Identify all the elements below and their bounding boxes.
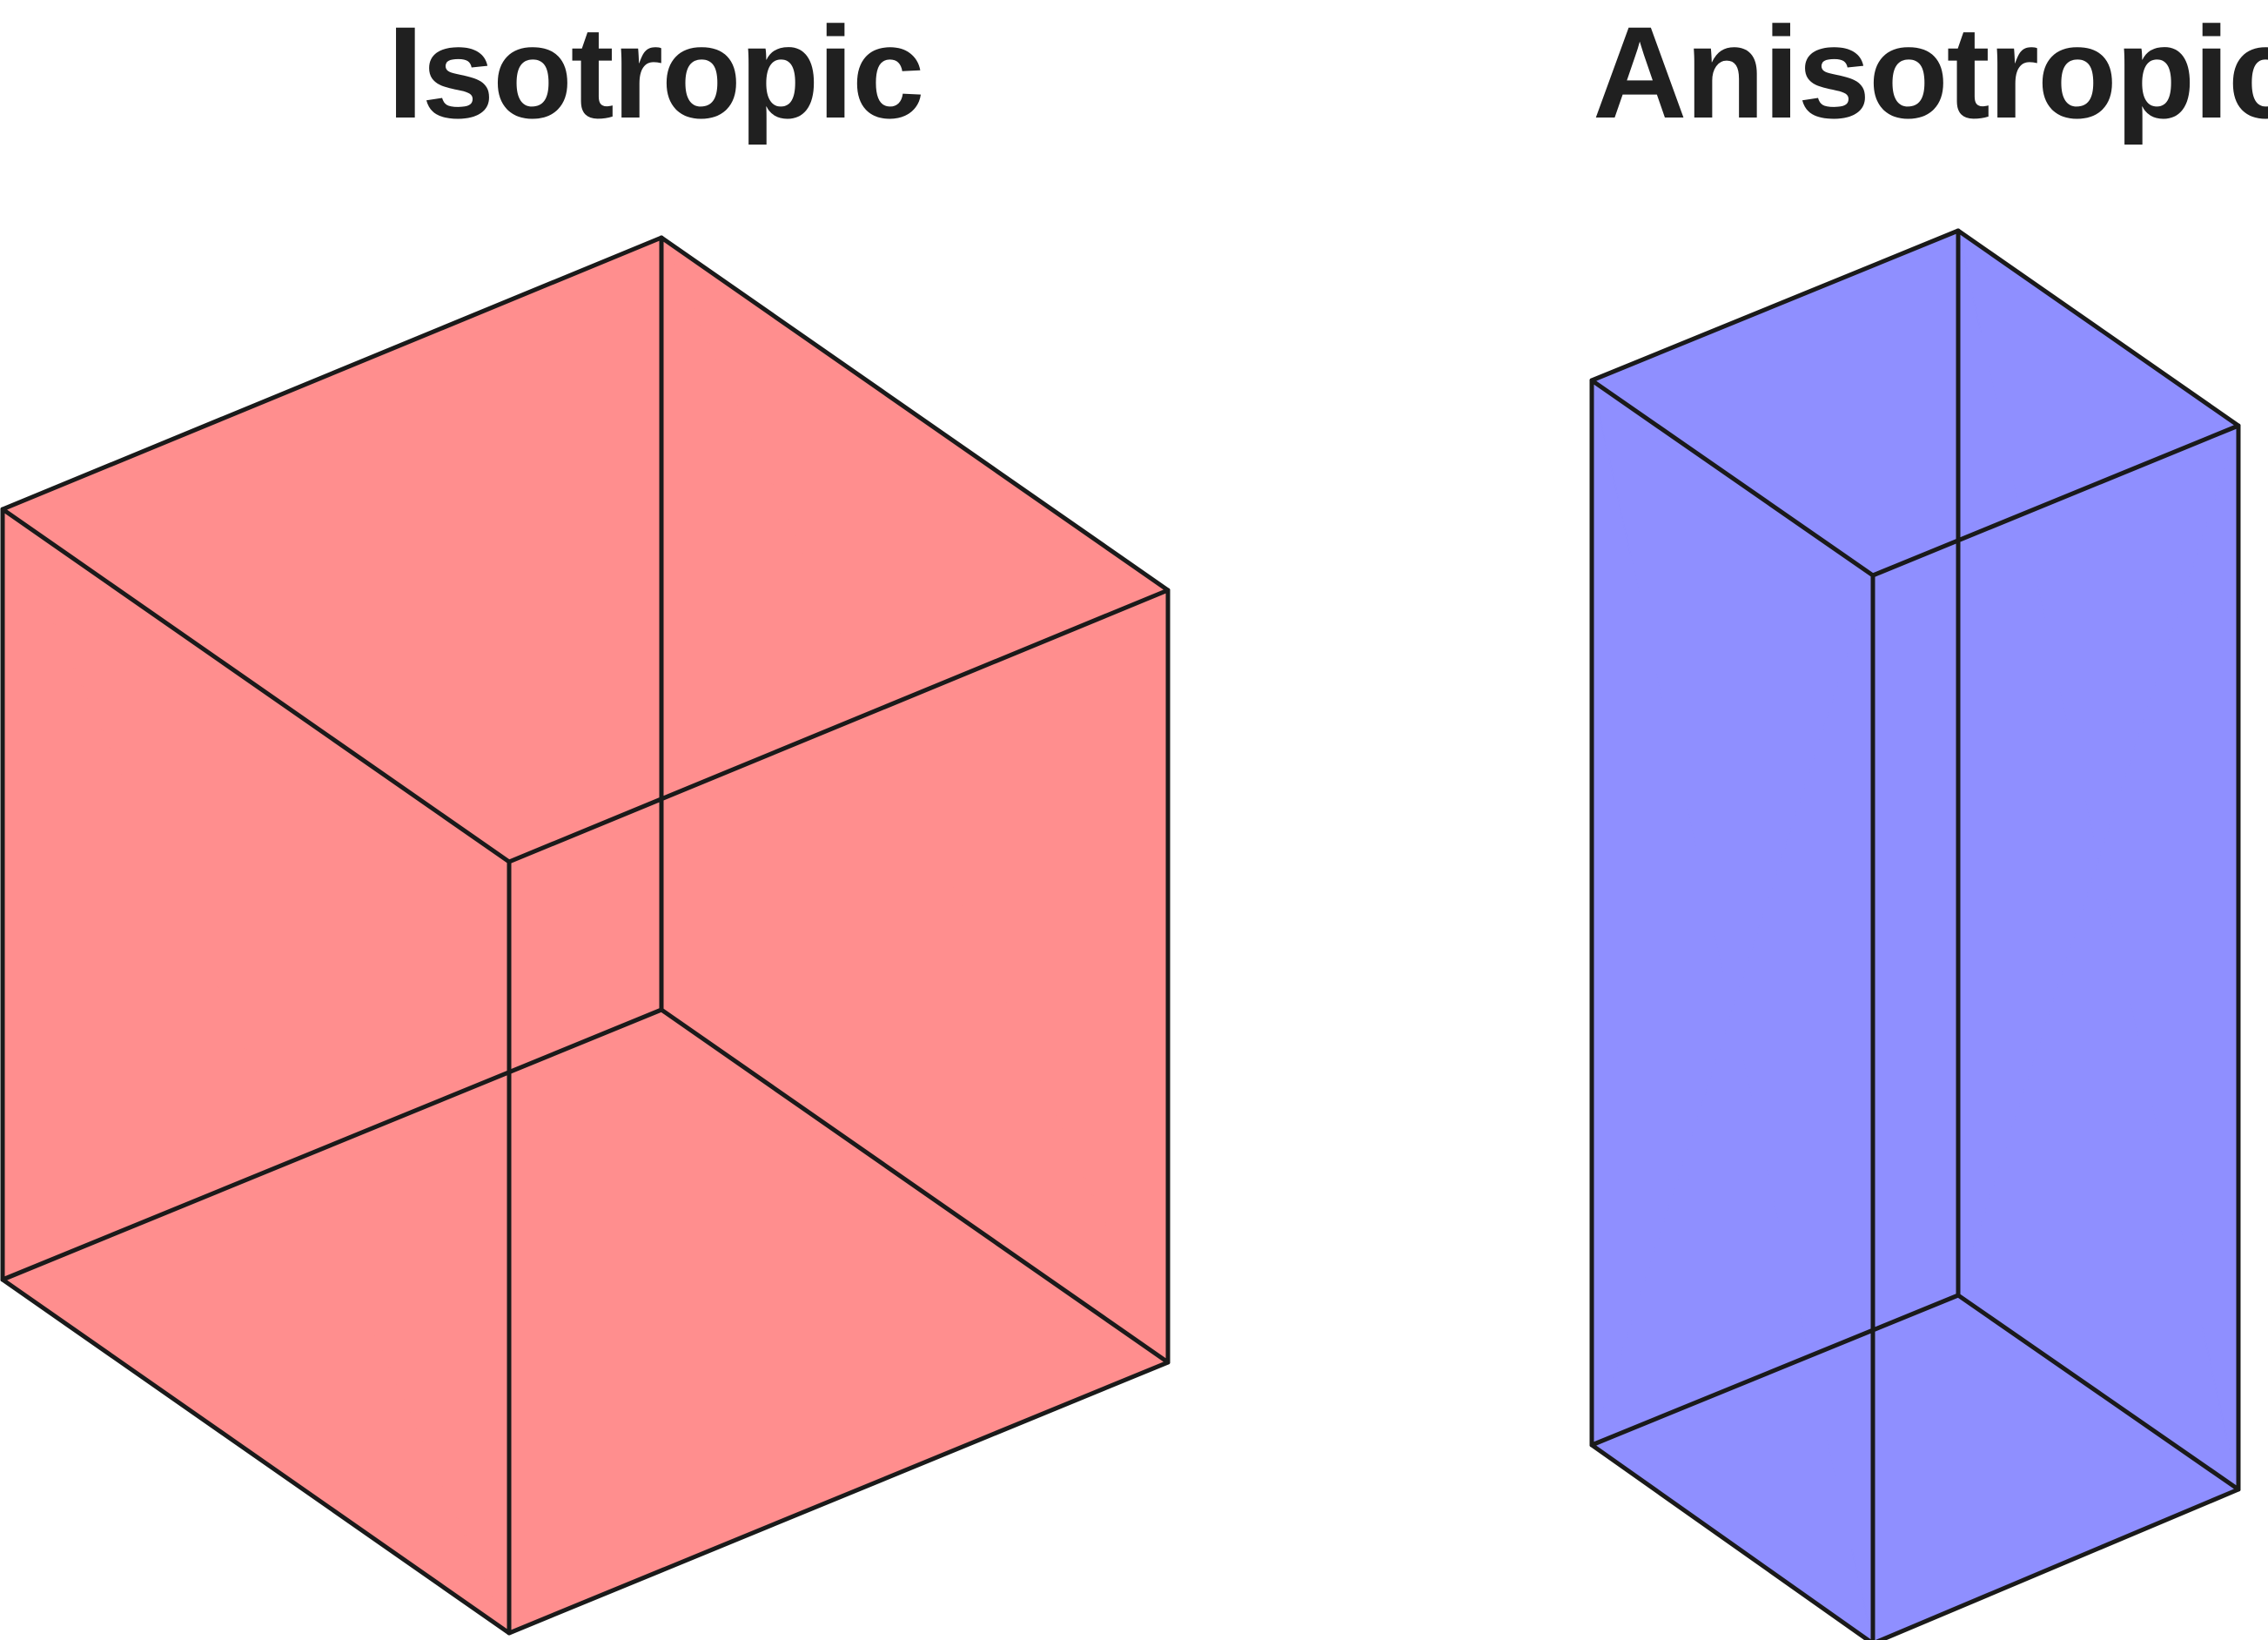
aniso-edge xyxy=(1589,1442,1872,1640)
aniso-edge xyxy=(1589,1293,1961,1448)
isotropic-cube-seams xyxy=(2,237,1169,1634)
iso-edge xyxy=(0,235,664,512)
iso-edge xyxy=(0,507,512,864)
anisotropic-box-edges xyxy=(1589,228,2241,1640)
aniso-edge xyxy=(1875,1487,2241,1640)
anisotropic-box-seams xyxy=(1591,230,2239,1640)
anisotropic-box-fill xyxy=(1592,231,2238,1640)
aniso-edge xyxy=(1589,228,1961,383)
isotropic-cube-edges xyxy=(0,235,1171,1636)
aniso-edge xyxy=(1956,228,2241,428)
anisotropic-box xyxy=(1589,228,2241,1640)
iso-edge xyxy=(0,1277,512,1636)
isotropic-cube xyxy=(0,235,1171,1636)
aniso-edge xyxy=(1589,378,1875,578)
iso-edge xyxy=(0,1007,664,1282)
iso-edge xyxy=(659,1007,1171,1365)
aniso-edge xyxy=(1956,1293,2241,1492)
iso-edge xyxy=(507,588,1171,864)
anisotropic-title: Anisotropic xyxy=(1593,0,2268,145)
iso-edge xyxy=(659,235,1171,593)
aniso-edge xyxy=(1870,423,2241,578)
iso-edge xyxy=(507,1360,1171,1636)
isotropic-cube-fill xyxy=(3,238,1168,1633)
isotropic-title: Isotropic xyxy=(387,0,924,145)
